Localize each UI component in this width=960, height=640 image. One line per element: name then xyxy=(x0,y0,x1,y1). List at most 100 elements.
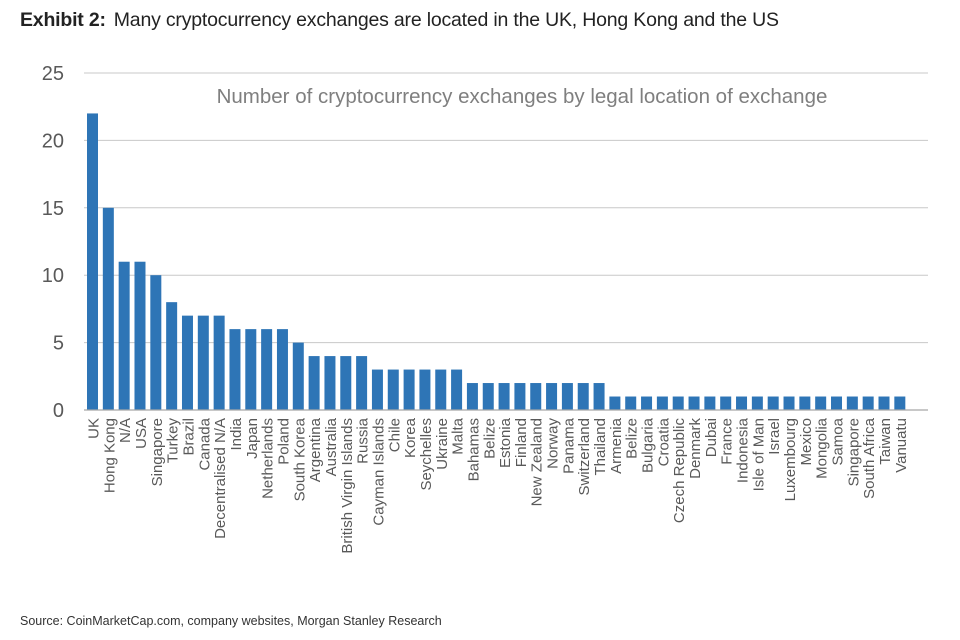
y-tick-label: 15 xyxy=(42,198,64,220)
bar xyxy=(546,383,558,410)
x-tick-label: South Korea xyxy=(291,417,308,501)
x-tick-label: Japan xyxy=(244,418,261,459)
bar xyxy=(593,383,605,410)
y-tick-label: 0 xyxy=(53,400,64,422)
bar xyxy=(878,396,890,410)
y-axis-ticks: 0 5 10 15 20 25 xyxy=(42,63,64,422)
bar xyxy=(846,396,858,410)
chart-title: Number of cryptocurrency exchanges by le… xyxy=(217,85,828,108)
x-tick-label: Taiwan xyxy=(877,418,894,465)
bar xyxy=(261,329,273,410)
x-tick-label: Argentina xyxy=(307,417,324,482)
bar xyxy=(466,383,478,410)
bar xyxy=(229,329,241,410)
x-tick-label: Belize xyxy=(481,418,498,459)
x-tick-label: South Africa xyxy=(861,417,878,499)
x-tick-label: India xyxy=(228,417,245,450)
x-tick-label: Hong Kong xyxy=(101,418,118,493)
bar xyxy=(799,396,811,410)
bar xyxy=(831,396,843,410)
bar xyxy=(340,356,352,410)
x-tick-label: Malta xyxy=(450,417,467,454)
y-tick-label: 5 xyxy=(53,333,64,355)
bar xyxy=(561,383,573,410)
x-tick-label: New Zealand xyxy=(529,418,546,506)
bar xyxy=(815,396,827,410)
x-tick-label: Norway xyxy=(545,418,562,469)
bar xyxy=(577,383,589,410)
bar xyxy=(371,369,383,410)
x-tick-label: Australia xyxy=(323,417,340,476)
bar xyxy=(308,356,320,410)
x-tick-label: France xyxy=(719,418,736,465)
exhibit-label: Exhibit 2: xyxy=(20,9,106,31)
x-tick-label: Ukraine xyxy=(434,418,451,470)
x-tick-label: Decentralised N/A xyxy=(212,418,229,539)
bar xyxy=(245,329,257,410)
bar xyxy=(150,275,162,410)
x-tick-label: Turkey xyxy=(165,418,182,464)
x-tick-label: Chile xyxy=(386,418,403,452)
bar xyxy=(419,369,431,410)
x-tick-label: Isle of Man xyxy=(750,418,767,491)
x-tick-label: Panama xyxy=(560,417,577,474)
x-tick-label: Russia xyxy=(355,417,372,464)
x-tick-label: N/A xyxy=(117,418,134,443)
x-tick-label: USA xyxy=(133,418,150,449)
bar xyxy=(498,383,510,410)
bar xyxy=(181,315,193,410)
gridlines xyxy=(84,72,928,344)
bar xyxy=(862,396,874,410)
x-tick-label: Finland xyxy=(513,418,530,467)
x-tick-label: Belize xyxy=(624,418,641,459)
source-note: Source: CoinMarketCap.com, company websi… xyxy=(20,614,442,628)
x-tick-label: Singapore xyxy=(149,418,166,486)
x-tick-label: Armenia xyxy=(608,417,625,474)
bar xyxy=(324,356,336,410)
bar xyxy=(767,396,779,410)
x-tick-label: Cayman Islands xyxy=(370,418,387,526)
x-tick-label: Thailand xyxy=(592,418,609,476)
x-tick-label: Brazil xyxy=(180,418,197,456)
x-tick-label: Vanuatu xyxy=(893,418,910,473)
bar xyxy=(530,383,542,410)
bar xyxy=(609,396,621,410)
bar xyxy=(102,207,114,410)
bar xyxy=(625,396,637,410)
bar xyxy=(720,396,732,410)
bar xyxy=(783,396,795,410)
x-tick-label: Dubai xyxy=(703,418,720,457)
bar xyxy=(276,329,288,410)
bar xyxy=(688,396,700,410)
bar xyxy=(213,315,225,410)
y-tick-label: 25 xyxy=(42,63,64,85)
x-tick-label: Singapore xyxy=(845,418,862,486)
bar xyxy=(356,356,368,410)
x-tick-label: Netherlands xyxy=(260,418,277,499)
x-tick-label: Bahamas xyxy=(465,418,482,481)
bar xyxy=(736,396,748,410)
y-tick-label: 20 xyxy=(42,130,64,152)
bar xyxy=(87,113,98,410)
bar xyxy=(894,396,906,410)
x-tick-label: Poland xyxy=(275,418,292,465)
bar xyxy=(751,396,763,410)
x-tick-label: UK xyxy=(86,418,103,439)
x-tick-label: Indonesia xyxy=(735,417,752,483)
x-tick-label: Bulgaria xyxy=(640,417,657,473)
x-tick-label: British Virgin Islands xyxy=(339,418,356,554)
bar xyxy=(134,261,146,410)
bar xyxy=(451,369,463,410)
x-tick-label: Israel xyxy=(766,418,783,455)
x-tick-label: Mexico xyxy=(798,418,815,466)
y-tick-label: 10 xyxy=(42,265,64,287)
bar xyxy=(387,369,399,410)
bar xyxy=(118,261,130,410)
bar xyxy=(514,383,526,410)
exhibit-title: Exhibit 2: Many cryptocurrency exchanges … xyxy=(20,9,779,32)
x-tick-label: Canada xyxy=(196,417,213,470)
x-tick-label: Denmark xyxy=(687,418,704,479)
x-tick-label: Korea xyxy=(402,417,419,458)
